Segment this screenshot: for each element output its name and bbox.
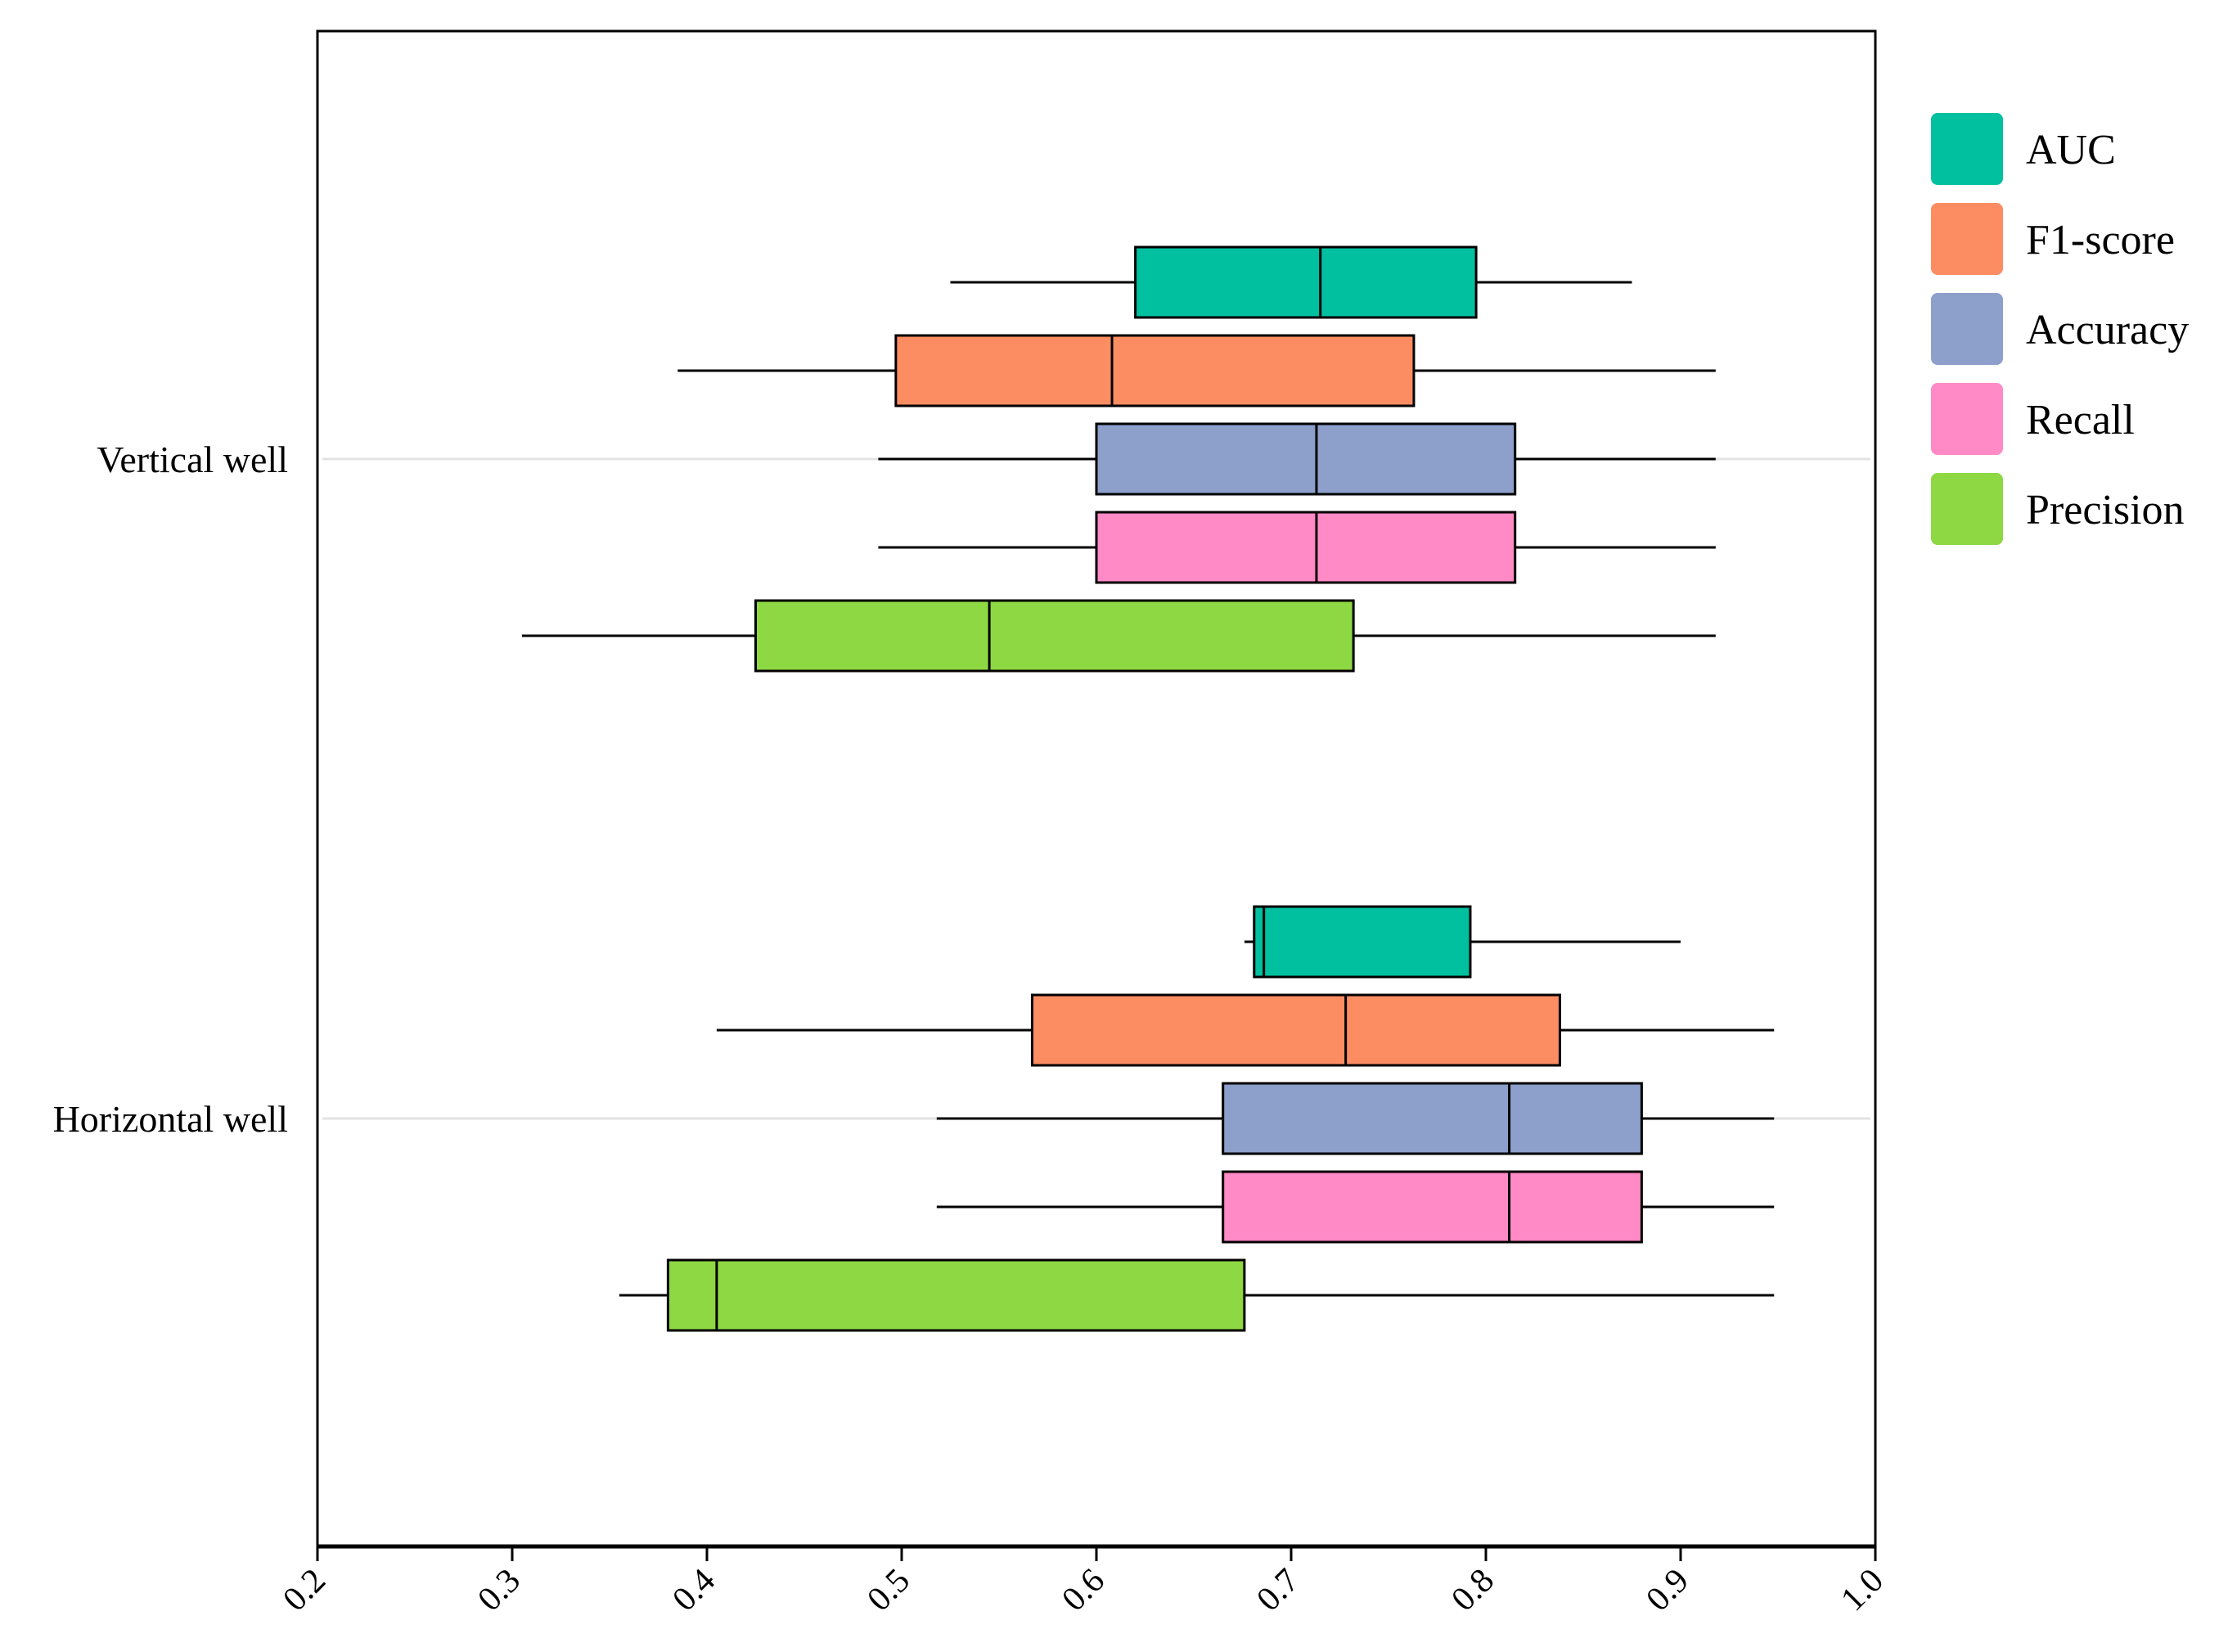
box-horizontal-well-accuracy	[936, 1082, 1775, 1155]
box-vertical-well-auc	[950, 245, 1632, 319]
iqr-box-vertical-well-accuracy	[1095, 422, 1517, 496]
legend-label-auc: AUC	[2026, 127, 2116, 173]
legend-swatch-f1-score	[1931, 203, 2003, 275]
iqr-box-vertical-well-recall	[1095, 511, 1517, 584]
box-vertical-well-recall	[878, 511, 1716, 584]
legend-label-f1-score: F1-score	[2026, 217, 2175, 263]
legend: AUC F1-score Accuracy Recall Precision	[1931, 113, 2189, 545]
legend-label-precision: Precision	[2026, 487, 2185, 533]
box-vertical-well-accuracy	[878, 422, 1716, 496]
y-label-horizontal-well: Horizontal well	[53, 1098, 288, 1140]
legend-item-accuracy: Accuracy	[1931, 293, 2189, 365]
legend-item-recall: Recall	[1931, 383, 2135, 455]
box-horizontal-well-recall	[936, 1170, 1775, 1244]
box-vertical-well-precision	[521, 599, 1716, 673]
box-vertical-well-f1-score	[677, 334, 1716, 407]
iqr-box-horizontal-well-f1-score	[1030, 993, 1561, 1067]
legend-item-f1-score: F1-score	[1931, 203, 2175, 275]
legend-swatch-precision	[1931, 473, 2003, 545]
legend-label-recall: Recall	[2026, 397, 2135, 443]
box-horizontal-well-precision	[619, 1258, 1775, 1332]
y-label-vertical-well: Vertical well	[97, 439, 288, 480]
iqr-box-vertical-well-precision	[754, 599, 1355, 673]
box-layer	[521, 245, 1775, 1332]
legend-swatch-auc	[1931, 113, 2003, 185]
iqr-box-vertical-well-f1-score	[894, 334, 1416, 407]
box-horizontal-well-auc	[1244, 905, 1681, 979]
legend-item-auc: AUC	[1931, 113, 2116, 185]
legend-swatch-accuracy	[1931, 293, 2003, 365]
legend-label-accuracy: Accuracy	[2026, 307, 2189, 353]
legend-swatch-recall	[1931, 383, 2003, 455]
iqr-box-horizontal-well-accuracy	[1222, 1082, 1643, 1155]
iqr-box-horizontal-well-precision	[666, 1258, 1246, 1332]
iqr-box-horizontal-well-auc	[1253, 905, 1472, 979]
iqr-box-horizontal-well-recall	[1222, 1170, 1643, 1244]
box-horizontal-well-f1-score	[716, 993, 1775, 1067]
legend-item-precision: Precision	[1931, 473, 2185, 545]
iqr-box-vertical-well-auc	[1134, 245, 1478, 319]
